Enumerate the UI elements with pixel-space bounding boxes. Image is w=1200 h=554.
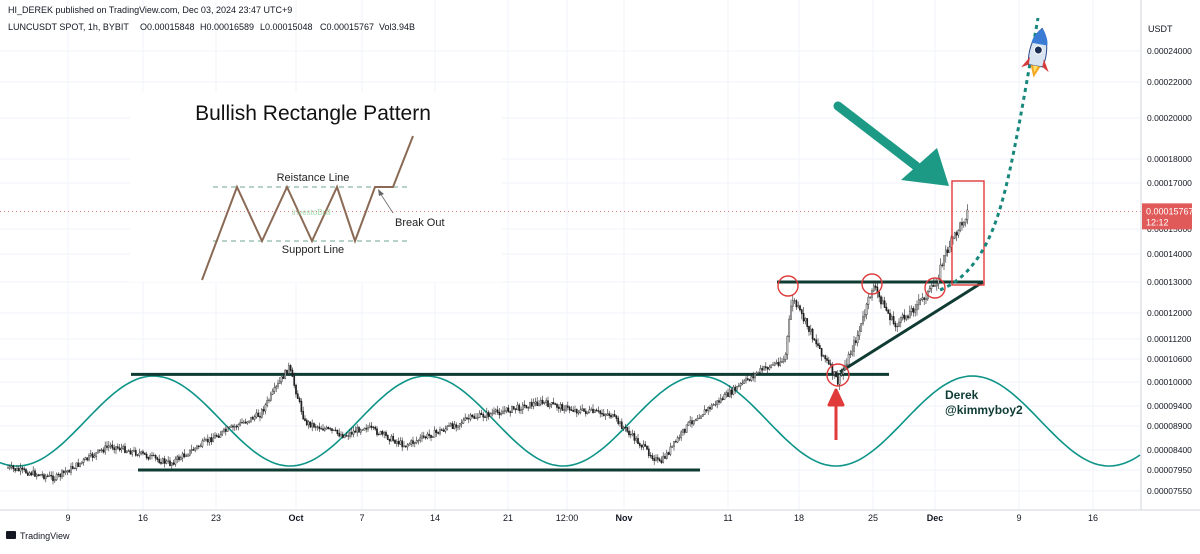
- price-tick-label: 0.00008400: [1147, 445, 1192, 455]
- inset-watermark: investoBull: [292, 208, 331, 217]
- author-name: Derek: [945, 388, 979, 402]
- time-tick-label: 16: [1088, 513, 1098, 523]
- level-lines: [0, 210, 1141, 472]
- price-tick-label: 0.00024000: [1147, 46, 1192, 56]
- time-tick-label: 21: [503, 513, 513, 523]
- ascending-trendline: [839, 280, 984, 374]
- price-tick-label: 0.00017000: [1147, 178, 1192, 188]
- grid: [0, 0, 1141, 510]
- time-tick-label: Nov: [615, 513, 632, 523]
- open-value: O0.00015848: [140, 22, 195, 32]
- inset-breakout-label: Break Out: [395, 217, 445, 229]
- inset-breakout-arrowhead: [378, 189, 384, 196]
- price-tick-label: 0.00010600: [1147, 354, 1192, 364]
- inset-title: Bullish Rectangle Pattern: [195, 102, 431, 125]
- touch-circle: [924, 277, 946, 299]
- ohlc-legend: LUNCUSDT SPOT, 1h, BYBIT O0.00015848 H0.…: [8, 22, 415, 32]
- inset-breakout-pointer: [379, 192, 394, 214]
- tradingview-logo-icon: [6, 531, 16, 539]
- price-tick-label: 0.00011200: [1147, 334, 1192, 344]
- touch-circle: [861, 273, 883, 295]
- price-tick-label: 0.00013000: [1147, 277, 1192, 287]
- currency-label: USDT: [1148, 24, 1173, 34]
- time-tick-label: 18: [794, 513, 804, 523]
- time-tick-label: 12:00: [556, 513, 579, 523]
- time-axis[interactable]: 9 16 23 Oct 7 14 21 12:00 Nov 11 18 25 Dec 9 16: [65, 513, 1098, 523]
- price-tick-label: 0.00007950: [1147, 465, 1192, 475]
- cycle-wave-line: [0, 375, 1141, 467]
- time-tick-label: 9: [1016, 513, 1021, 523]
- time-tick-label: 25: [868, 513, 878, 523]
- last-price-label: 0.00015767: [1146, 206, 1194, 216]
- price-tick-label: 0.00022000: [1147, 77, 1192, 87]
- volume-value: Vol3.94B: [379, 22, 415, 32]
- breakout-box: [951, 180, 985, 286]
- candle-bodies-down: [12, 222, 963, 482]
- low-value: L0.00015048: [260, 22, 313, 32]
- projection-curve: [939, 17, 1040, 292]
- price-tick-label: 0.00020000: [1147, 113, 1192, 123]
- big-arrow-icon: [901, 148, 949, 186]
- last-price-tag: 0.00015767 12:12: [1142, 203, 1194, 230]
- time-tick-label: 9: [65, 513, 70, 523]
- breakout-circle: [826, 363, 850, 387]
- price-tick-label: 0.00009400: [1147, 401, 1192, 411]
- high-value: H0.00016589: [200, 22, 254, 32]
- time-tick-label: 23: [211, 513, 221, 523]
- candles: [7, 204, 969, 485]
- inset-zigzag: [201, 135, 414, 281]
- publisher-text: HI_DEREK published on TradingView.com, D…: [8, 5, 292, 15]
- big-arrow-shaft: [833, 101, 921, 171]
- tradingview-brand: TradingView: [6, 531, 70, 541]
- price-tick-label: 0.00010000: [1147, 377, 1192, 387]
- brand-label: TradingView: [20, 531, 70, 541]
- inset-support-label: Support Line: [282, 244, 344, 256]
- touch-circle: [777, 275, 799, 297]
- time-tick-label: 14: [430, 513, 440, 523]
- close-value: C0.00015767: [320, 22, 374, 32]
- symbol-text: LUNCUSDT SPOT, 1h, BYBIT: [8, 22, 129, 32]
- price-tick-label: 0.00007550: [1147, 486, 1192, 496]
- red-up-arrow-icon: [827, 388, 845, 440]
- time-tick-label: 7: [359, 513, 364, 523]
- price-tick-label: 0.00014000: [1147, 249, 1192, 259]
- price-tick-label: 0.00008900: [1147, 421, 1192, 431]
- time-tick-label: 16: [138, 513, 148, 523]
- author-handle: @kimmyboy2: [945, 403, 1023, 417]
- rocket-icon: [1021, 27, 1049, 78]
- countdown-label: 12:12: [1146, 217, 1169, 227]
- pattern-inset: Bullish Rectangle Pattern Reistance Line…: [130, 92, 502, 282]
- candle-bodies-up: [7, 209, 969, 482]
- time-tick-label: Oct: [288, 513, 303, 523]
- price-tick-label: 0.00018000: [1147, 154, 1192, 164]
- cycle-wave: [0, 375, 1141, 467]
- time-tick-label: 11: [723, 513, 732, 523]
- inset-resistance-label: Reistance Line: [277, 172, 350, 184]
- last-price-badge: [1142, 203, 1192, 230]
- price-tick-label: 0.00012000: [1147, 308, 1192, 318]
- time-tick-label: Dec: [927, 513, 944, 523]
- drawing-marks: [777, 17, 1049, 440]
